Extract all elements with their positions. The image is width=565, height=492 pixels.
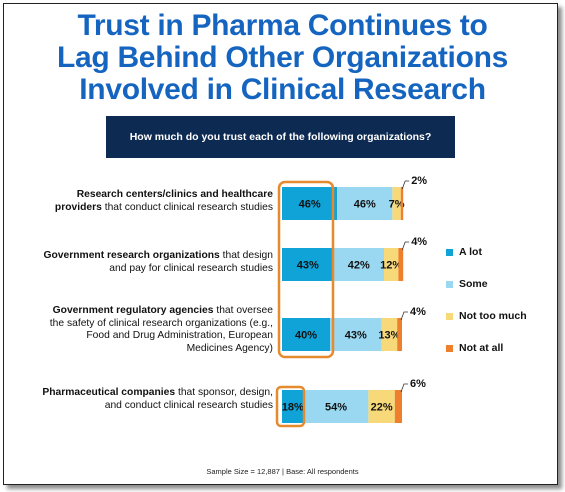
callout-line: [400, 383, 408, 393]
data-label: 40%: [295, 330, 317, 342]
callout-line: [401, 241, 410, 251]
data-label: 13%: [378, 330, 400, 342]
data-label: 54%: [325, 402, 347, 414]
legend-item-a-lot: A lot: [446, 246, 482, 258]
callout-line: [400, 311, 408, 321]
highlight-box-pharma: [275, 385, 306, 428]
row-label-gov-research: Government research organizations that d…: [40, 250, 274, 275]
data-label: 4%: [410, 306, 426, 318]
bar-segment-a-lot: [282, 318, 330, 351]
title-line-3: Involved in Clinical Research: [79, 73, 486, 106]
bar-segment-some: [333, 248, 384, 281]
legend-item-some: Some: [446, 278, 488, 290]
row-label-bold: Research centers/clinics and healthcare …: [54, 189, 273, 213]
data-label: 46%: [299, 199, 321, 211]
chart-title: Trust in Pharma Continues to Lag Behind …: [0, 10, 565, 106]
bar-segment-some: [330, 318, 382, 351]
bar-segment-a-lot: [282, 187, 338, 220]
row-label-research-centers: Research centers/clinics and healthcare …: [40, 189, 273, 214]
legend-label: A lot: [459, 246, 482, 258]
bar-segment-some: [337, 187, 393, 220]
data-label: 46%: [354, 199, 376, 211]
bar-segment-not-too-much: [392, 187, 401, 220]
bar-segment-a-lot: [282, 248, 334, 281]
legend-label: Some: [459, 278, 488, 290]
row-label-pharma: Pharmaceutical companies that sponsor, d…: [40, 387, 273, 412]
bar-segment-not-at-all: [397, 318, 402, 351]
row-label-rest: that design and pay for clinical researc…: [109, 250, 273, 274]
title-line-1: Trust in Pharma Continues to: [77, 9, 488, 42]
row-label-gov-regulatory: Government regulatory agencies that over…: [40, 305, 273, 355]
legend-swatch-a-lot: [446, 248, 453, 256]
data-label: 7%: [389, 199, 405, 211]
highlight-box-a-lot: [277, 180, 335, 359]
data-label: 42%: [348, 260, 370, 272]
bar-segment-some: [303, 390, 369, 423]
data-label: 2%: [411, 175, 427, 187]
question-banner: How much do you trust each of the follow…: [106, 116, 455, 158]
data-label: 43%: [345, 330, 367, 342]
bar-segment-not-at-all: [394, 390, 402, 423]
legend-label: Not too much: [459, 310, 527, 322]
legend-swatch-not-too-much: [446, 312, 453, 320]
data-label: 12%: [380, 260, 402, 272]
footnote: Sample Size = 12,887 | Base: All respond…: [206, 467, 359, 476]
bar-segment-not-at-all: [400, 187, 404, 220]
bar-segment-not-too-much: [368, 390, 395, 423]
question-text: How much do you trust each of the follow…: [129, 131, 432, 143]
figure-frame: [3, 3, 558, 485]
legend-item-not-at-all: Not at all: [446, 342, 503, 354]
row-label-bold: Pharmaceutical companies: [42, 387, 176, 398]
legend-swatch-not-at-all: [446, 344, 453, 352]
legend-swatch-some: [446, 280, 453, 288]
legend-item-not-too-much: Not too much: [446, 310, 527, 322]
data-label: 43%: [297, 260, 319, 272]
bar-segment-not-too-much: [384, 248, 399, 281]
row-label-rest: that oversee the safety of clinical rese…: [49, 305, 273, 354]
row-label-rest: that sponsor, design, and conduct clinic…: [104, 387, 273, 411]
bar-segment-not-too-much: [381, 318, 398, 351]
bar-segment-not-at-all: [398, 248, 404, 281]
legend-label: Not at all: [459, 342, 504, 354]
data-label: 4%: [411, 236, 427, 248]
row-label-rest: that conduct clinical research studies: [101, 201, 273, 213]
row-label-bold: Government regulatory agencies: [52, 305, 214, 316]
data-label: 22%: [371, 402, 393, 414]
bar-segment-a-lot: [282, 390, 304, 423]
data-label: 6%: [410, 378, 426, 390]
callout-line: [401, 180, 410, 190]
row-label-bold: Government research organizations: [43, 250, 220, 261]
title-line-2: Lag Behind Other Organizations: [56, 41, 509, 74]
data-label: 18%: [282, 402, 304, 414]
